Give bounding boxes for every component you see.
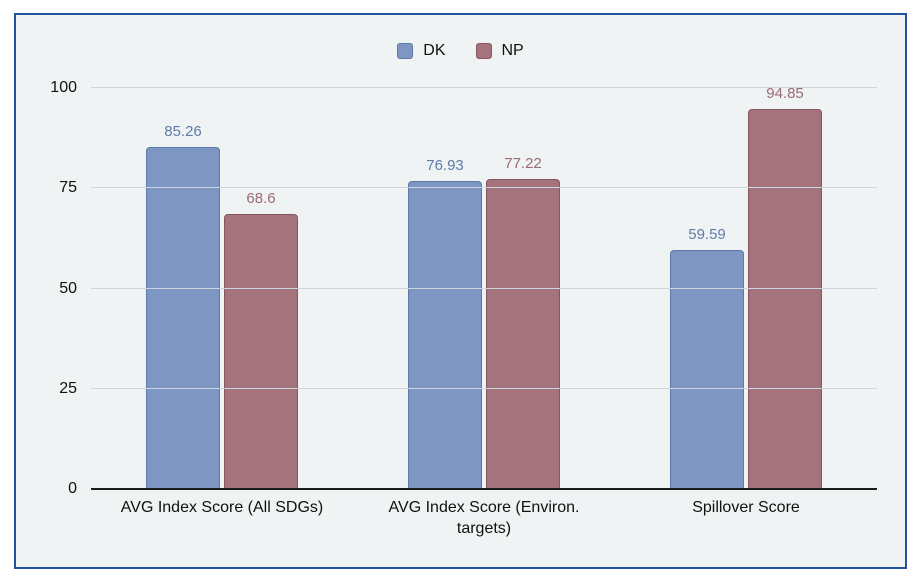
legend-label-dk: DK [423, 42, 446, 59]
chart-frame: DK NP 85.26 68.6 76.93 77.22 59.59 94.85 0 25 5… [14, 13, 907, 569]
legend-item-dk[interactable]: DK [397, 42, 446, 60]
gridline-25 [91, 387, 877, 389]
gridline-100 [91, 87, 877, 88]
ytick-label-0: 0 [68, 480, 77, 497]
bar-value-label: 68.6 [246, 189, 276, 207]
bar-np-1[interactable]: 77.22 [486, 155, 560, 489]
xaxis-label-1: AVG Index Score (Environ. targets) [388, 499, 580, 537]
bar-group-1: 76.93 77.22 [353, 88, 615, 489]
bar-value-label: 85.26 [164, 123, 202, 141]
gridline-75 [91, 187, 877, 189]
legend-item-np[interactable]: NP [475, 42, 524, 60]
bar-groups: 85.26 68.6 76.93 77.22 59.59 94.85 [91, 85, 877, 489]
bar-np-0[interactable]: 68.6 [224, 190, 298, 489]
ytick-label-25: 25 [59, 379, 77, 397]
xaxis-label-0: AVG Index Score (All SDGs) [120, 499, 324, 516]
plot-area: 85.26 68.6 76.93 77.22 59.59 94.85 0 25 50 75 100 [50, 79, 877, 497]
ytick-label-100: 100 [50, 79, 77, 96]
bar-value-label: 59.59 [688, 226, 726, 244]
bar-dk-2[interactable]: 59.59 [670, 226, 744, 489]
ytick-label-75: 75 [59, 179, 77, 197]
bar-value-label: 94.85 [766, 84, 804, 102]
bar-dk-0[interactable]: 85.26 [146, 123, 220, 489]
chart-legend: DK NP [16, 42, 905, 60]
bar-group-2: 59.59 94.85 [615, 85, 877, 489]
x-axis-labels: AVG Index Score (All SDGs) AVG Index Scor… [91, 498, 877, 540]
bar-value-label: 77.22 [504, 155, 542, 173]
legend-swatch-np [475, 43, 492, 59]
legend-swatch-dk [397, 43, 414, 59]
bar-np-2[interactable]: 94.85 [748, 85, 822, 489]
ytick-label-50: 50 [59, 279, 77, 297]
bar-dk-1[interactable]: 76.93 [408, 157, 482, 489]
xaxis-label-2: Spillover Score [692, 499, 800, 516]
bar-group-0: 85.26 68.6 [91, 88, 353, 489]
x-axis-line [91, 488, 877, 490]
bar-value-label: 76.93 [426, 156, 464, 174]
legend-label-np: NP [501, 42, 524, 59]
gridline-50 [91, 287, 877, 289]
